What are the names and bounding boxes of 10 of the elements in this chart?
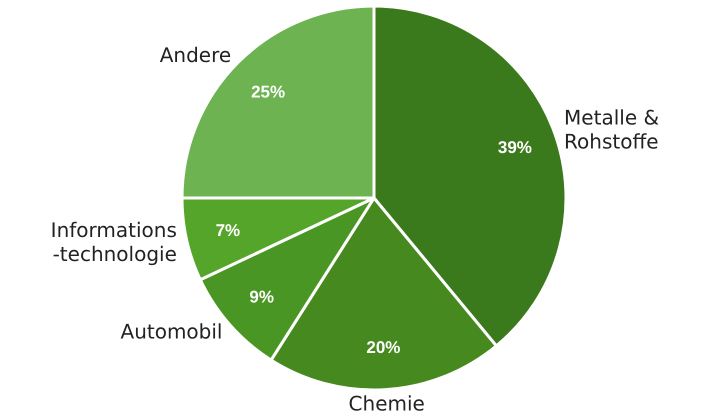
data-label: 25% (251, 82, 286, 102)
slice-label: Automobil (120, 320, 222, 344)
slice-label: Informations -technologie (50, 218, 177, 266)
slice-label: Andere (160, 43, 232, 68)
data-label: 9% (249, 288, 274, 307)
slice-label: Metalle & Rohstoffe (564, 106, 660, 154)
data-label: 39% (498, 138, 532, 157)
data-label: 7% (216, 221, 240, 240)
data-label: 20% (366, 338, 400, 357)
slice-label: Chemie (348, 392, 425, 416)
